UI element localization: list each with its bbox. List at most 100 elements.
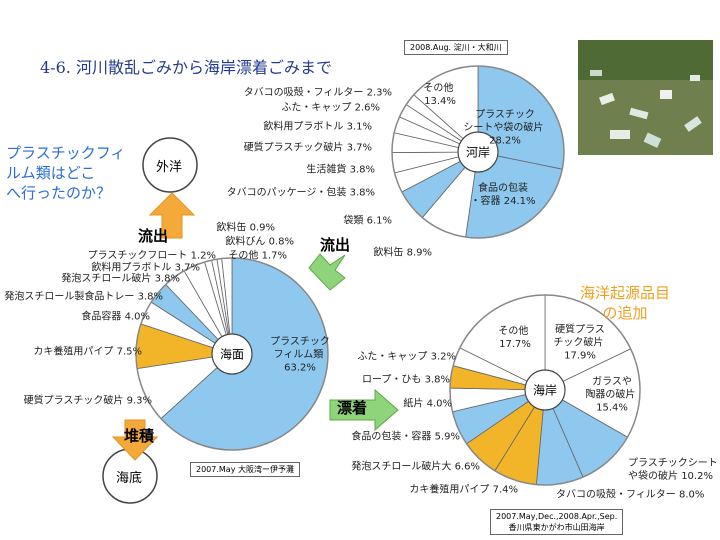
category-label: プラスチックシート や袋の破片 <box>628 458 718 482</box>
slice-label: 食品の包装 ・容器 24.1% <box>471 182 536 208</box>
category-label: 生活雑貨 <box>306 164 347 176</box>
category-label: プラスチックフロート <box>87 250 188 262</box>
value-label: 28.2% <box>489 135 521 147</box>
category-label: カキ養殖用パイプ <box>409 484 490 496</box>
value-label: 24.1% <box>503 196 536 207</box>
slice-label: 食品の包装・容器 5.9% <box>351 431 460 444</box>
pie-outline <box>449 294 641 486</box>
slice-label: 飲料用プラボトル 3.1% <box>263 121 372 134</box>
category-label: カキ養殖用パイプ <box>33 346 114 358</box>
value-label: 10.2% <box>681 471 713 482</box>
value-label: 3.8% <box>349 187 375 199</box>
category-label: 食品容器 <box>81 311 122 323</box>
category-label: ふた・キャップ <box>357 351 428 363</box>
note: 海洋起源品目 の追加 <box>580 284 671 322</box>
slice-label: カキ養殖用パイプ 7.5% <box>33 346 142 359</box>
slice-label: 硬質プラスチック破片 3.7% <box>244 142 372 155</box>
value-label: 3.8% <box>137 291 163 303</box>
category-label: プラスチック フィルム類 <box>270 336 330 361</box>
category-label: タバコのパッケージ・包装 <box>226 187 347 199</box>
value-label: 1.2% <box>190 250 216 262</box>
arrow-label: 流出 <box>138 227 169 245</box>
category-label: 発泡スチロール破片大 <box>351 461 452 473</box>
slice-label: プラスチック シートや袋の破片 28.2% <box>463 109 546 148</box>
slice-label: タバコの吸殻・フィルター 2.3% <box>244 87 392 100</box>
category-label: タバコの吸殻・フィルター <box>243 87 364 99</box>
value-label: 0.8% <box>268 236 294 248</box>
value-label: 5.9% <box>434 431 460 443</box>
value-label: 6.1% <box>366 215 392 227</box>
category-label: 発泡スチロール破片 <box>61 273 152 285</box>
slice-label: その他 13.4% <box>423 82 456 108</box>
arrow-label: 堆積 <box>124 427 155 445</box>
value-label: 2.6% <box>354 102 380 114</box>
slice-label: プラスチックフロート 1.2% <box>88 250 216 263</box>
value-label: 17.7% <box>499 339 531 350</box>
value-label: 15.4% <box>596 402 628 414</box>
category-label: タバコの吸殻・フィルター <box>556 489 676 501</box>
value-label: 2.3% <box>366 87 392 99</box>
category-label: 飲料缶 <box>373 247 404 259</box>
slice-label: 発泡スチロール破片 3.8% <box>61 273 180 286</box>
category-label: 袋類 <box>343 215 364 227</box>
slice-label: 袋類 6.1% <box>343 215 392 228</box>
category-label: 硬質プラスチック破片 <box>23 395 124 407</box>
slice-label: ふた・キャップ 3.2% <box>357 351 456 364</box>
value-label: 63.2% <box>284 362 316 374</box>
value-label: 3.1% <box>346 121 372 133</box>
slice-label: 食品容器 4.0% <box>81 311 150 324</box>
value-label: 4.0% <box>124 311 150 323</box>
category-label: 食品の包装 ・容器 <box>470 183 528 207</box>
value-label: 1.7% <box>261 250 287 262</box>
value-label: 3.7% <box>174 262 200 274</box>
slice-label: プラスチック フィルム類 63.2% <box>270 336 330 375</box>
slice-label: タバコの吸殻・フィルター 8.0% <box>556 489 704 502</box>
value-label: 9.3% <box>126 395 152 407</box>
center-circle <box>211 333 253 375</box>
source: 2007.May,Dec.,2008.Apr.,Sep. 香川県東かがわ市山田海… <box>490 509 624 535</box>
slice-label: ガラスや 陶器の破片 15.4% <box>585 376 638 415</box>
arrow-label: 漂着 <box>337 399 368 417</box>
value-label: 3.8% <box>154 273 180 285</box>
center-label: 海岸 <box>533 383 557 398</box>
category-label: 飲料びん <box>225 236 266 248</box>
value-label: 8.0% <box>679 489 705 501</box>
source: 2008.Aug. 淀川・大和川 <box>404 40 508 55</box>
pie-outline <box>135 257 329 451</box>
category-label: 硬質プラス チック破片 <box>553 324 605 349</box>
arrow <box>308 253 346 291</box>
category-label: ふた・キャップ <box>281 102 352 114</box>
value-label: 3.8% <box>349 164 375 176</box>
category-label: 飲料用プラボトル <box>263 121 344 133</box>
slice-label: 生活雑貨 3.8% <box>306 164 375 177</box>
arrow-label: 流出 <box>320 236 351 254</box>
category-label: 飲料用プラボトル <box>91 262 172 274</box>
value-label: 4.0% <box>426 398 452 410</box>
value-label: 13.4% <box>424 96 456 107</box>
node-label: 海底 <box>116 471 143 486</box>
value-label: 6.6% <box>454 461 480 473</box>
category-label: ガラスや 陶器の破片 <box>585 376 636 401</box>
value-label: 0.9% <box>249 222 275 234</box>
pie-outline <box>391 65 565 239</box>
center-label: 河岸 <box>466 146 490 160</box>
slice-label: プラスチックシート や袋の破片 10.2% <box>628 457 718 483</box>
slice-label: 飲料びん 0.8% <box>225 236 294 249</box>
slice-label: その他 17.7% <box>498 325 531 351</box>
center-label: 海面 <box>220 347 244 362</box>
category-label: その他 <box>423 83 454 94</box>
category-label: 硬質プラスチック破片 <box>243 142 344 154</box>
question: プラスチックフィ ルム類はどこ へ行ったのか？ <box>6 144 126 202</box>
slice-label: タバコのパッケージ・包装 3.8% <box>227 187 375 200</box>
category-label: その他 <box>498 326 529 337</box>
slice-label: 飲料缶 8.9% <box>373 247 432 260</box>
arrow <box>148 192 196 239</box>
arrow <box>329 388 399 432</box>
photo <box>578 40 713 155</box>
value-label: 3.8% <box>424 374 450 386</box>
node-label: 外洋 <box>156 160 183 175</box>
center-circle <box>457 131 499 173</box>
slice-label: 紙片 4.0% <box>403 398 452 411</box>
arrow <box>111 419 159 461</box>
